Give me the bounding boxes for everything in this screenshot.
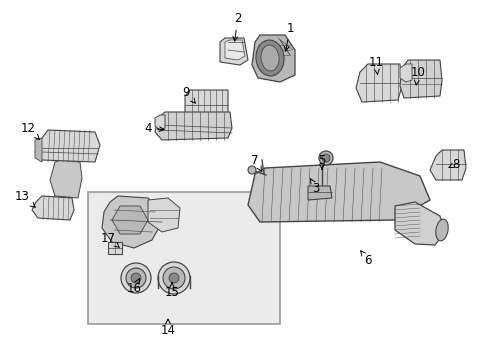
- Ellipse shape: [131, 273, 141, 283]
- Text: 9: 9: [182, 85, 196, 103]
- Text: 4: 4: [144, 122, 164, 135]
- Polygon shape: [430, 150, 466, 180]
- Text: 6: 6: [361, 251, 372, 266]
- Text: 3: 3: [310, 179, 319, 194]
- Text: 5: 5: [318, 153, 326, 170]
- Bar: [88, 192, 280, 324]
- Ellipse shape: [436, 219, 448, 241]
- Text: 1: 1: [284, 22, 294, 51]
- Polygon shape: [220, 38, 248, 65]
- Text: 15: 15: [165, 283, 179, 298]
- Text: 8: 8: [449, 158, 460, 171]
- Ellipse shape: [261, 45, 279, 71]
- Polygon shape: [308, 186, 332, 200]
- Text: 2: 2: [233, 12, 242, 41]
- Polygon shape: [395, 202, 445, 245]
- Polygon shape: [155, 112, 232, 140]
- Polygon shape: [148, 198, 180, 232]
- Text: 11: 11: [368, 55, 384, 75]
- Polygon shape: [400, 60, 442, 98]
- Polygon shape: [356, 64, 402, 102]
- Ellipse shape: [121, 263, 151, 293]
- Polygon shape: [35, 130, 100, 162]
- Polygon shape: [108, 242, 122, 254]
- Text: 13: 13: [15, 189, 35, 207]
- Ellipse shape: [256, 40, 284, 76]
- Ellipse shape: [248, 166, 256, 174]
- Ellipse shape: [126, 268, 146, 288]
- Text: 17: 17: [100, 231, 119, 247]
- Text: 12: 12: [21, 122, 40, 139]
- Ellipse shape: [158, 262, 190, 294]
- Text: 10: 10: [411, 66, 425, 85]
- Polygon shape: [112, 206, 148, 234]
- Polygon shape: [102, 196, 162, 248]
- Polygon shape: [252, 35, 295, 82]
- Polygon shape: [248, 162, 430, 222]
- Ellipse shape: [319, 151, 333, 165]
- Ellipse shape: [169, 273, 179, 283]
- Ellipse shape: [322, 154, 330, 162]
- Text: 7: 7: [251, 153, 262, 172]
- Polygon shape: [50, 160, 82, 198]
- Text: 16: 16: [126, 279, 142, 294]
- Polygon shape: [155, 115, 165, 130]
- Text: 14: 14: [161, 319, 175, 337]
- Polygon shape: [32, 196, 74, 220]
- Polygon shape: [225, 40, 245, 60]
- Polygon shape: [185, 90, 228, 120]
- Polygon shape: [400, 64, 412, 82]
- Ellipse shape: [163, 267, 185, 289]
- Polygon shape: [35, 138, 42, 162]
